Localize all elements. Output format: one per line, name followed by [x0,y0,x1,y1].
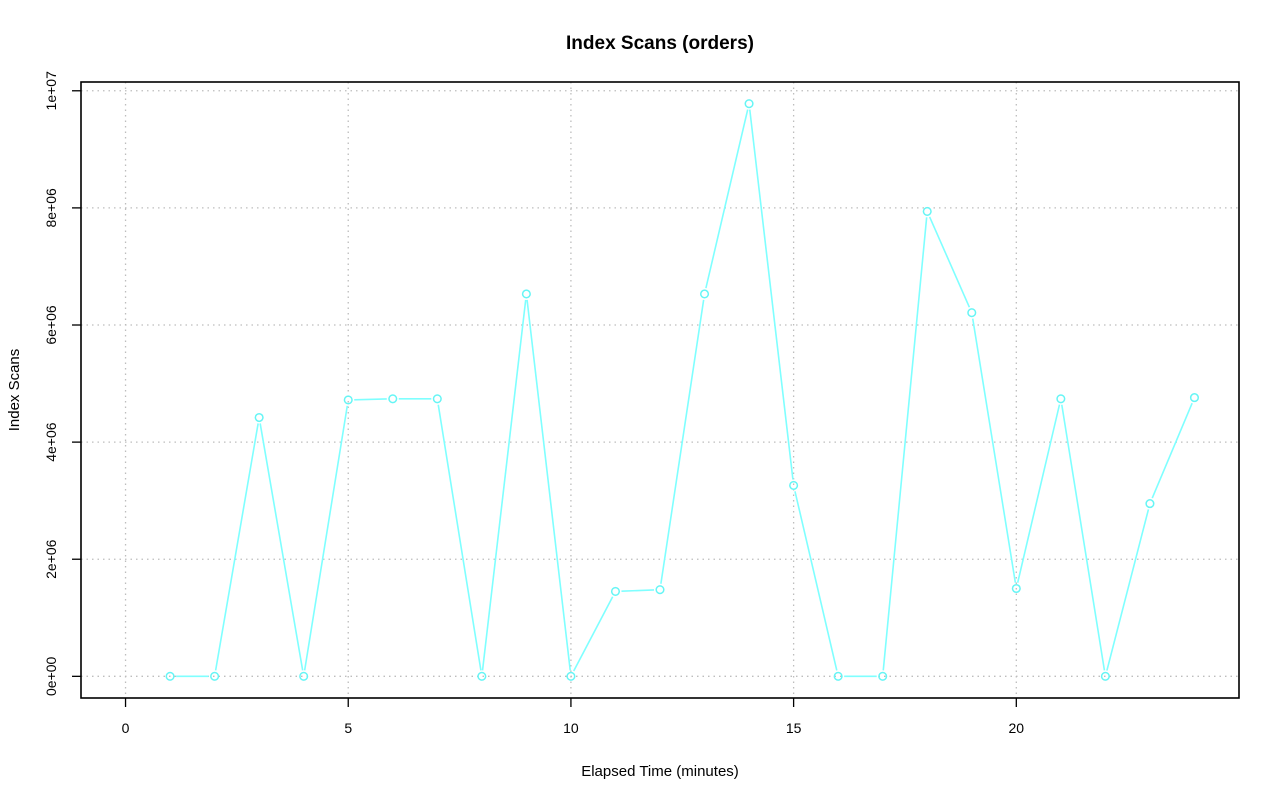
y-tick-label: 1e+07 [43,71,59,111]
series-segment [1151,402,1193,499]
x-tick-label: 0 [122,720,130,736]
data-point [789,480,799,490]
series-segment [354,398,387,401]
data-point [388,394,398,404]
series-segment [573,596,614,672]
y-tick-label: 6e+06 [43,305,59,345]
series-segment [621,589,655,592]
data-point [254,412,264,423]
data-point [655,585,665,595]
series-segment [437,404,482,671]
data-point [210,671,220,681]
y-tick-label: 0e+00 [43,656,59,696]
series-segment [794,491,838,671]
x-tick-label: 5 [344,720,352,736]
series-segment [303,405,349,671]
x-axis: 0 5 10 15 20 [122,698,1025,736]
data-point [967,308,977,318]
data-point [432,394,442,404]
series-segment [1016,404,1061,583]
series-segment [259,423,304,671]
data-point [744,99,754,109]
data-point [566,671,576,681]
series-segment [705,109,749,289]
data-point [1011,583,1021,594]
x-tick-label: 15 [786,720,802,736]
y-tick-label: 4e+06 [43,422,59,462]
grid [81,82,1239,698]
data-point [878,671,888,681]
y-tick-label: 2e+06 [43,539,59,579]
data-point [833,671,843,681]
plot-frame [80,81,1240,699]
data-point [1189,393,1200,403]
data-point [1100,671,1110,681]
data-point [343,395,353,405]
series-segment [1106,509,1150,671]
data-point [1145,499,1155,509]
series-segment [660,299,705,584]
chart-title: Index Scans (orders) [566,33,754,54]
series-segment [526,299,572,671]
data-point [477,671,487,681]
data-point [521,289,531,299]
series-segment [748,109,794,480]
series-segment [1061,404,1106,671]
data-point [299,671,309,681]
series-segment [971,318,1017,583]
data-point [1056,394,1066,404]
series-segment [481,299,527,671]
series-segment [928,216,971,308]
x-tick-label: 10 [563,720,579,736]
data-point [699,289,710,299]
data-point [610,586,621,596]
series-segment [214,423,259,671]
data-point [165,671,175,681]
y-tick-label: 8e+06 [43,188,59,228]
series-layer [165,99,1200,681]
y-axis-label: Index Scans [6,349,23,432]
x-axis-label: Elapsed Time (minutes) [581,763,739,780]
data-point [922,206,932,216]
x-tick-label: 20 [1009,720,1025,736]
y-axis: 0e+00 2e+06 4e+06 6e+06 8e+06 1e+07 [43,71,81,696]
series-segment [882,217,928,671]
